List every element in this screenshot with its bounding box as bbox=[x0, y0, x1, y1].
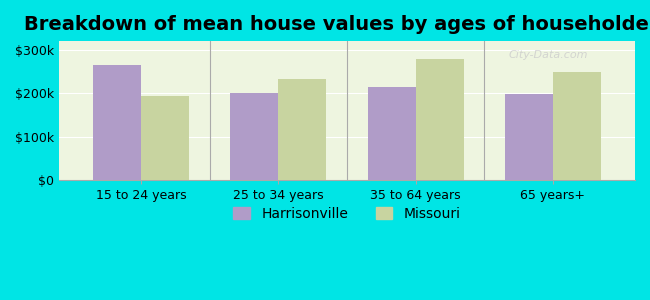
Bar bbox=[93, 65, 141, 180]
Bar bbox=[552, 71, 601, 180]
Title: Breakdown of mean house values by ages of householders: Breakdown of mean house values by ages o… bbox=[24, 15, 650, 34]
Bar bbox=[367, 87, 415, 180]
Text: City-Data.com: City-Data.com bbox=[508, 50, 588, 60]
Bar bbox=[141, 96, 189, 180]
Bar bbox=[504, 94, 552, 180]
Bar bbox=[278, 80, 326, 180]
Bar bbox=[230, 93, 278, 180]
Legend: Harrisonville, Missouri: Harrisonville, Missouri bbox=[228, 201, 466, 226]
Bar bbox=[415, 59, 463, 180]
